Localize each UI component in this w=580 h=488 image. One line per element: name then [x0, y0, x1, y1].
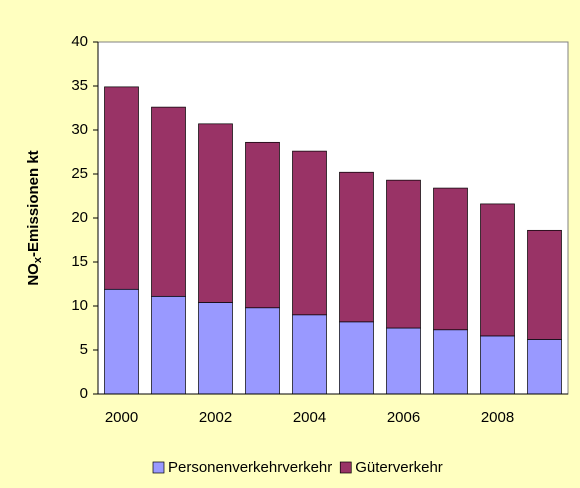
y-label-sub: x: [32, 256, 44, 263]
bar-segment: [245, 141, 280, 309]
y-tick-label: 35: [71, 77, 88, 94]
y-tick-label: 15: [71, 253, 88, 270]
y-tick-label: 0: [80, 385, 88, 402]
x-tick-label: 2000: [105, 409, 138, 426]
bar-segment: [104, 86, 139, 290]
bar-segment: [292, 150, 327, 316]
y-tick-label: 25: [71, 165, 88, 182]
x-tick-label: 2004: [293, 409, 326, 426]
bar-segment: [292, 314, 327, 395]
y-label-part: NO: [25, 263, 42, 286]
bar-segment: [386, 327, 421, 395]
bar-segment: [433, 187, 468, 331]
y-axis-label: NOx-Emissionen kt: [25, 150, 44, 285]
y-tick-label: 5: [80, 341, 88, 358]
legend-swatch: [152, 461, 165, 474]
legend-swatch: [339, 461, 352, 474]
bar-segment: [480, 203, 515, 337]
bar-segment: [339, 171, 374, 323]
y-label-part: -Emissionen kt: [25, 150, 42, 257]
bar-segment: [245, 307, 280, 395]
y-tick-label: 40: [71, 33, 88, 50]
legend-label: Personenverkehrverkehr: [168, 459, 332, 476]
x-tick-label: 2002: [199, 409, 232, 426]
bar-segment: [527, 229, 562, 340]
bar-segment: [339, 321, 374, 395]
bar-segment: [527, 339, 562, 395]
y-tick-label: 10: [71, 297, 88, 314]
bar-segment: [433, 329, 468, 395]
bar-segment: [198, 302, 233, 395]
y-tick-label: 20: [71, 209, 88, 226]
legend-label: Güterverkehr: [355, 459, 443, 476]
y-tick-label: 30: [71, 121, 88, 138]
bar-segment: [151, 106, 186, 297]
x-tick-label: 2008: [481, 409, 514, 426]
bar-segment: [386, 179, 421, 329]
bar-segment: [480, 335, 515, 395]
bar-segment: [104, 288, 139, 395]
bar-segment: [198, 123, 233, 303]
x-tick-label: 2006: [387, 409, 420, 426]
bar-segment: [151, 295, 186, 395]
